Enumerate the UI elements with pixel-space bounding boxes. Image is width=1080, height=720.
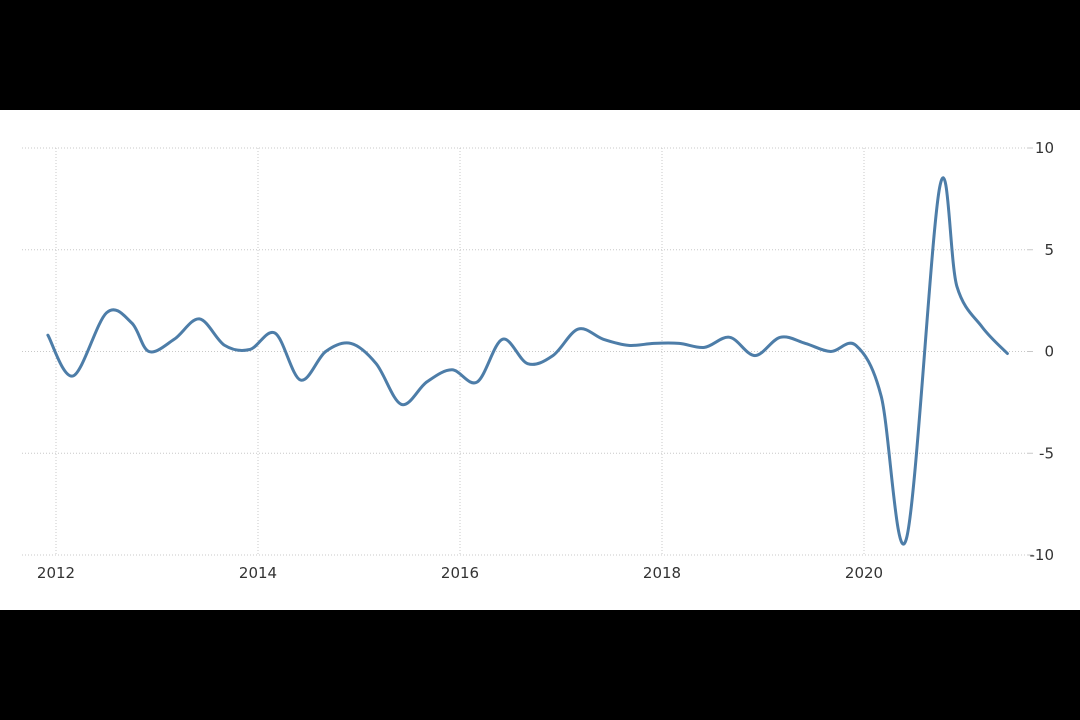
letterbox-top: [0, 0, 1080, 110]
y-axis-ticks: 10 5 0 -5 -10: [1028, 139, 1054, 564]
x-tick-label: 2018: [643, 564, 681, 582]
letterbox-bottom: [0, 610, 1080, 720]
grid-lines: [22, 147, 1028, 556]
x-tick-label: 2012: [37, 564, 75, 582]
y-tick-label: -5: [1039, 444, 1054, 462]
y-tick-label: -10: [1030, 546, 1055, 564]
x-tick-label: 2016: [441, 564, 479, 582]
y-tick-label: 5: [1044, 241, 1054, 259]
x-axis-ticks: 2012 2014 2016 2018 2020: [37, 564, 883, 582]
line-chart: 2012 2014 2016 2018 2020 10 5 0 -5 -10: [22, 139, 1054, 582]
x-tick-label: 2020: [845, 564, 883, 582]
x-tick-label: 2014: [239, 564, 277, 582]
chart-panel: 2012 2014 2016 2018 2020 10 5 0 -5 -10: [0, 110, 1080, 610]
y-tick-label: 10: [1035, 139, 1054, 157]
y-tick-label: 0: [1044, 343, 1054, 361]
series-layer: [46, 176, 1009, 546]
series-line: [46, 176, 1009, 546]
